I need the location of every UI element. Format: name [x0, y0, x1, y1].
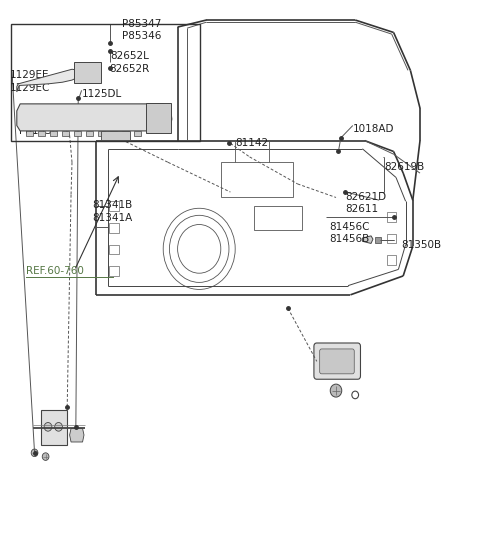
Bar — [98, 131, 105, 136]
Polygon shape — [70, 428, 84, 442]
Text: P85347
P85346: P85347 P85346 — [122, 19, 161, 41]
Bar — [101, 131, 130, 140]
Bar — [221, 162, 293, 197]
Bar — [74, 62, 101, 83]
Circle shape — [44, 423, 52, 431]
Bar — [134, 131, 141, 136]
Bar — [146, 103, 171, 133]
Bar — [109, 201, 119, 211]
Text: 82652L
82652R: 82652L 82652R — [109, 51, 150, 74]
Bar — [387, 212, 396, 222]
Circle shape — [55, 423, 62, 431]
Polygon shape — [17, 69, 82, 92]
Bar — [387, 255, 396, 265]
Bar — [41, 410, 67, 445]
Text: 81350B: 81350B — [401, 240, 441, 249]
Bar — [109, 223, 119, 233]
Text: 81456C
81456B: 81456C 81456B — [329, 222, 369, 244]
Text: 81142: 81142 — [235, 138, 268, 148]
FancyBboxPatch shape — [314, 343, 360, 379]
FancyBboxPatch shape — [320, 349, 354, 374]
Text: 81341B
81341A: 81341B 81341A — [93, 200, 133, 222]
Text: 82621D
82611: 82621D 82611 — [346, 192, 387, 214]
Text: P81340
P81330: P81340 P81330 — [19, 114, 59, 136]
Bar — [50, 131, 57, 136]
Bar — [86, 131, 93, 136]
Polygon shape — [362, 236, 373, 243]
Bar — [254, 206, 302, 230]
Bar — [387, 234, 396, 243]
Bar — [122, 131, 129, 136]
Polygon shape — [17, 104, 172, 131]
Bar — [74, 131, 81, 136]
Bar — [62, 131, 69, 136]
Circle shape — [31, 449, 38, 457]
Circle shape — [330, 384, 342, 397]
Text: 82619B: 82619B — [384, 162, 424, 172]
Text: 1125DL: 1125DL — [82, 89, 122, 99]
Bar — [110, 131, 117, 136]
Text: 1129EE
1129EC: 1129EE 1129EC — [10, 70, 50, 93]
Text: 1018AD: 1018AD — [353, 124, 394, 134]
Bar — [109, 266, 119, 276]
Bar — [11, 24, 200, 141]
Bar — [109, 245, 119, 254]
Text: REF.60-760: REF.60-760 — [26, 266, 84, 275]
Bar — [38, 131, 45, 136]
Bar — [26, 131, 33, 136]
Circle shape — [42, 453, 49, 460]
